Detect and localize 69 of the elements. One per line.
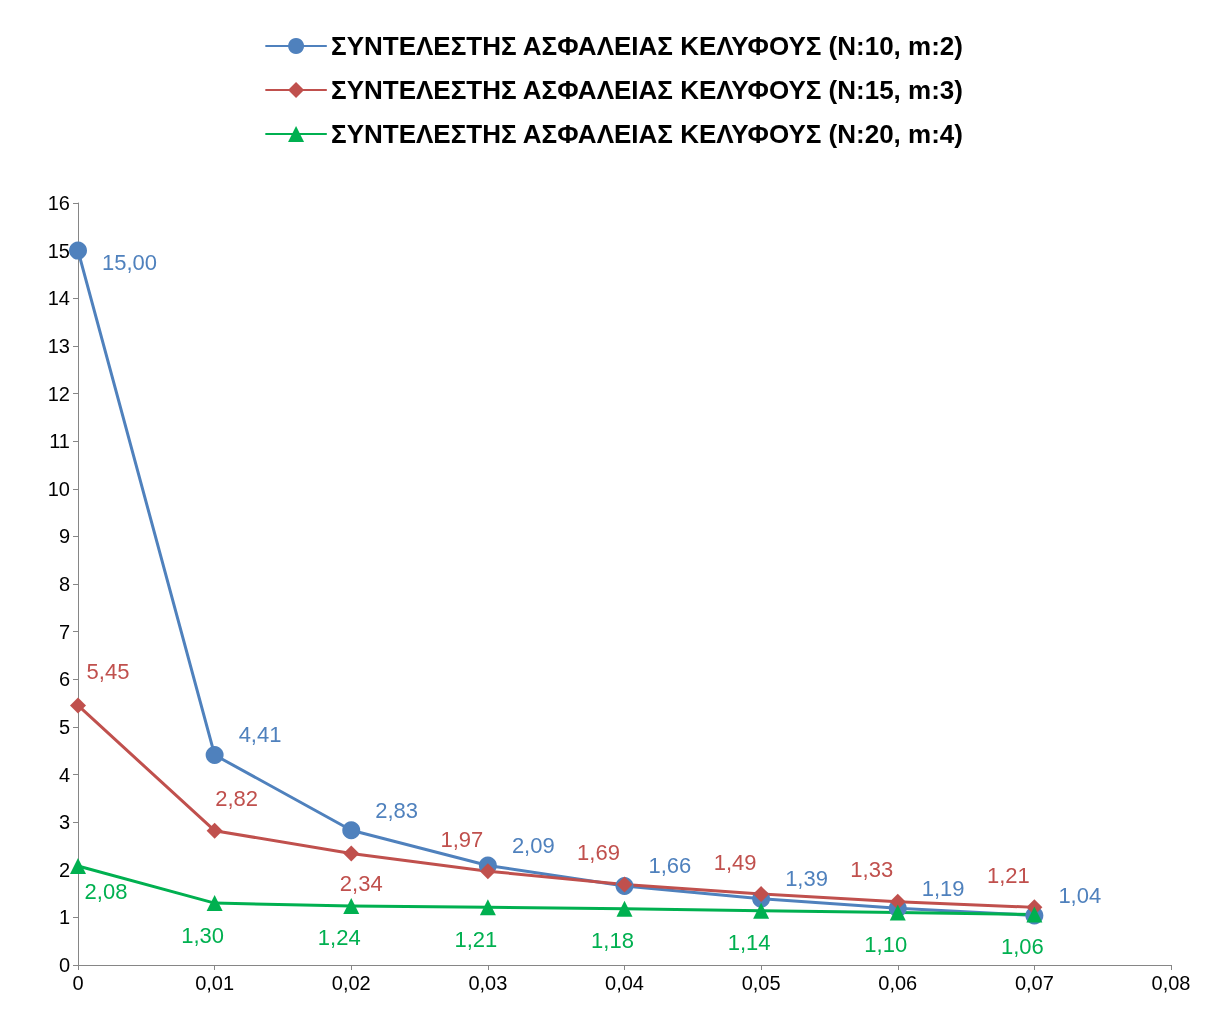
point bbox=[479, 863, 496, 880]
data-label: 5,45 bbox=[86, 658, 130, 684]
data-label: 1,19 bbox=[921, 875, 965, 901]
y-tick-label: 13 bbox=[47, 334, 70, 357]
y-tick-label: 9 bbox=[58, 525, 70, 548]
point bbox=[70, 857, 86, 874]
data-label: 1,49 bbox=[713, 849, 757, 875]
data-label: 2,08 bbox=[84, 879, 128, 905]
data-label: 2,82 bbox=[215, 786, 259, 812]
y-tick-label: 16 bbox=[47, 192, 70, 214]
point bbox=[753, 886, 770, 903]
legend-label: ΣΥΝΤΕΛΕΣΤΗΣ ΑΣΦΑΛΕΙΑΣ ΚΕΛΥΦΟΥΣ (N:10, m:2) bbox=[331, 31, 963, 61]
y-tick-label: 7 bbox=[58, 620, 70, 643]
x-tick-label: 0,02 bbox=[331, 972, 371, 994]
y-tick-label: 15 bbox=[47, 239, 70, 262]
y-tick-label: 0 bbox=[58, 954, 70, 976]
data-label: 1,21 bbox=[986, 862, 1030, 888]
x-tick-label: 0,06 bbox=[878, 972, 918, 994]
point bbox=[343, 845, 360, 862]
data-label: 2,83 bbox=[375, 797, 419, 823]
point bbox=[69, 241, 87, 260]
data-label: 15,00 bbox=[102, 250, 158, 276]
data-label: 4,41 bbox=[238, 722, 282, 748]
y-tick-label: 6 bbox=[58, 668, 70, 691]
y-tick-label: 11 bbox=[49, 430, 70, 453]
data-label: 1,18 bbox=[591, 928, 634, 954]
legend-label: ΣΥΝΤΕΛΕΣΤΗΣ ΑΣΦΑΛΕΙΑΣ ΚΕΛΥΦΟΥΣ (N:15, m:3) bbox=[331, 75, 963, 105]
point bbox=[342, 821, 361, 840]
data-label: 1,30 bbox=[181, 922, 225, 948]
x-tick-label: 0,07 bbox=[1014, 972, 1054, 994]
y-tick-label: 1 bbox=[58, 906, 70, 929]
data-label: 1,21 bbox=[454, 926, 498, 952]
data-label: 1,10 bbox=[864, 932, 908, 958]
point bbox=[343, 897, 360, 914]
point bbox=[70, 697, 86, 714]
y-tick-label: 8 bbox=[58, 573, 70, 595]
point bbox=[889, 904, 906, 921]
point bbox=[479, 899, 496, 916]
y-tick-label: 12 bbox=[47, 382, 70, 405]
x-tick-label: 0,08 bbox=[1151, 972, 1191, 994]
y-tick-label: 10 bbox=[47, 477, 70, 500]
point bbox=[889, 893, 906, 910]
point bbox=[206, 822, 223, 839]
data-label: 1,14 bbox=[727, 930, 771, 956]
point bbox=[205, 745, 224, 764]
data-label: 1,04 bbox=[1058, 882, 1102, 908]
legend-label: ΣΥΝΤΕΛΕΣΤΗΣ ΑΣΦΑΛΕΙΑΣ ΚΕΛΥΦΟΥΣ (N:20, m:4) bbox=[331, 119, 963, 149]
y-tick-label: 14 bbox=[47, 287, 70, 310]
y-tick-label: 5 bbox=[58, 715, 70, 738]
data-label: 1,97 bbox=[440, 826, 484, 852]
point bbox=[206, 895, 223, 912]
data-label: 2,34 bbox=[339, 871, 383, 897]
x-tick-label: 0,01 bbox=[195, 972, 235, 994]
y-tick-label: 4 bbox=[58, 763, 70, 786]
x-tick-label: 0,04 bbox=[605, 972, 644, 994]
point bbox=[753, 902, 770, 919]
data-label: 1,33 bbox=[850, 857, 894, 883]
data-label: 1,24 bbox=[317, 925, 361, 951]
point bbox=[616, 900, 633, 917]
data-label: 1,39 bbox=[785, 866, 828, 892]
y-tick-label: 2 bbox=[58, 858, 70, 881]
x-tick-label: 0 bbox=[72, 972, 84, 994]
data-label: 1,06 bbox=[1000, 934, 1044, 960]
data-label: 1,69 bbox=[577, 840, 620, 866]
x-tick-label: 0,05 bbox=[741, 972, 781, 994]
x-tick-label: 0,03 bbox=[468, 972, 508, 994]
data-label: 2,09 bbox=[511, 832, 555, 858]
data-label: 1,66 bbox=[648, 853, 692, 879]
y-tick-label: 3 bbox=[58, 811, 70, 834]
